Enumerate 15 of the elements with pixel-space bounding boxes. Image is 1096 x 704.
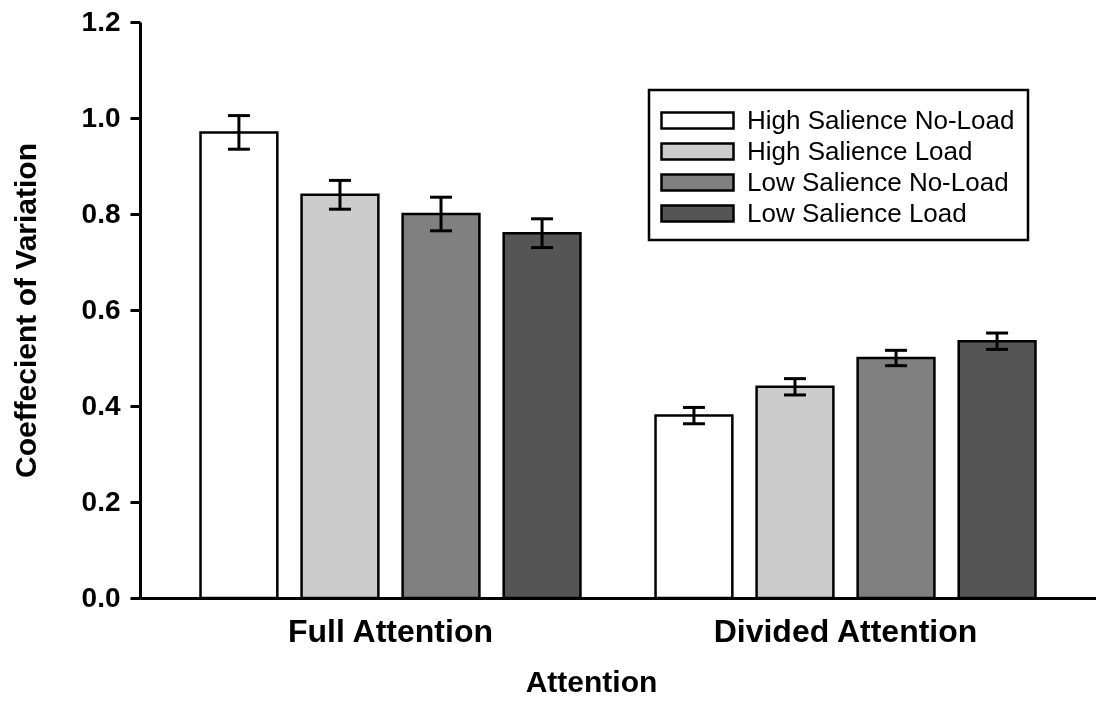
legend-label: High Salience No-Load bbox=[747, 104, 1015, 135]
legend-label: Low Salience Load bbox=[747, 197, 967, 228]
y-axis-title: Coeffecient of Variation bbox=[8, 142, 42, 479]
y-tick-label: 0.4 bbox=[81, 389, 121, 421]
y-tick-label: 0.8 bbox=[81, 197, 121, 229]
x-axis-title: Attention bbox=[525, 664, 658, 698]
legend-label: High Salience Load bbox=[747, 135, 973, 166]
x-tick-label: Divided Attention bbox=[713, 612, 978, 649]
y-tick-label: 0.2 bbox=[81, 485, 121, 517]
y-tick-label: 1.2 bbox=[81, 5, 121, 37]
y-tick-label: 1.0 bbox=[81, 101, 121, 133]
y-tick-label: 0.6 bbox=[81, 293, 121, 325]
y-tick-label: 0.0 bbox=[81, 581, 121, 613]
x-tick-label: Full Attention bbox=[288, 612, 493, 649]
legend-label: Low Salience No-Load bbox=[747, 166, 1009, 197]
